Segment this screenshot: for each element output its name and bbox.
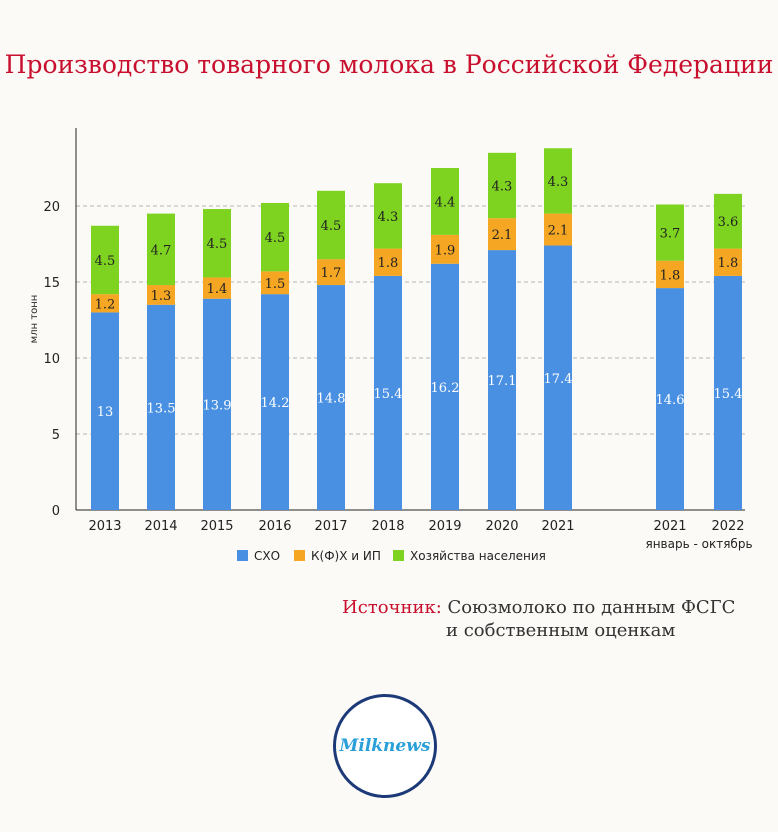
source-label: Источник: <box>342 597 442 618</box>
data-label: 1.5 <box>265 277 286 292</box>
x-tick-label: 2020 <box>485 519 518 534</box>
data-label: 17.1 <box>488 374 517 389</box>
bar-segment <box>374 248 402 276</box>
data-label: 3.6 <box>718 215 739 230</box>
legend-label: СХО <box>254 549 280 563</box>
data-label: 1.7 <box>321 266 342 281</box>
bar-segment <box>203 298 231 510</box>
bar-segment <box>91 225 119 295</box>
logo-text: Milknews <box>339 736 431 756</box>
data-label: 2.1 <box>492 228 513 243</box>
bar-segment <box>714 193 742 249</box>
bar-segment <box>488 218 516 251</box>
legend-swatch <box>237 550 248 561</box>
bar-segment <box>374 275 402 510</box>
data-label: 14.8 <box>317 392 346 407</box>
data-label: 1.4 <box>207 282 228 297</box>
data-label: 1.3 <box>151 289 172 304</box>
x-tick-label: 2016 <box>258 519 291 534</box>
data-label: 3.7 <box>660 227 681 242</box>
data-label: 14.6 <box>656 393 685 408</box>
x-tick-label: 2021 <box>653 519 686 534</box>
bar-segment <box>317 190 345 260</box>
y-tick-label: 15 <box>43 276 60 291</box>
bar-segment <box>714 275 742 510</box>
y-axis-label: млн тонн <box>29 295 40 344</box>
bar-segment <box>431 263 459 510</box>
bar-segment <box>147 304 175 510</box>
data-label: 4.5 <box>265 231 286 246</box>
bar-segment <box>431 168 459 235</box>
x-tick-label: 2017 <box>314 519 347 534</box>
y-tick-label: 20 <box>43 200 60 215</box>
data-label: 13.9 <box>203 398 232 413</box>
data-label: 1.9 <box>435 243 456 258</box>
data-label: 17.4 <box>544 372 573 387</box>
data-label: 13.5 <box>147 401 176 416</box>
x-tick-label: 2019 <box>428 519 461 534</box>
bar-segment <box>317 259 345 286</box>
bar-segment <box>147 213 175 286</box>
bar-segment <box>261 202 289 272</box>
data-label: 4.4 <box>435 195 456 210</box>
bar-segment <box>261 294 289 510</box>
bar-segment <box>488 250 516 510</box>
x-tick-label: 2021 <box>541 519 574 534</box>
bar-segment <box>656 288 684 510</box>
data-label: 15.4 <box>714 387 743 402</box>
data-label: 4.3 <box>492 179 513 194</box>
data-label: 15.4 <box>374 387 403 402</box>
legend-label: К(Ф)Х и ИП <box>311 549 381 563</box>
source-line-2: и собственным оценкам <box>446 620 676 641</box>
data-label: 1.8 <box>718 256 739 271</box>
bar-segment <box>488 152 516 219</box>
bar-segment <box>714 248 742 276</box>
bar-segment <box>544 245 572 510</box>
data-label: 16.2 <box>431 381 460 396</box>
data-label: 1.8 <box>660 268 681 283</box>
group-label: январь - октябрь <box>645 537 752 551</box>
bar-segment <box>261 271 289 295</box>
x-tick-label: 2022 <box>711 519 744 534</box>
y-tick-label: 5 <box>52 428 60 443</box>
data-label: 4.5 <box>207 237 228 252</box>
stacked-bar-chart: 0 5 10 15 20 млн тонн 13 1.2 4.5 2013 13.5 1.3 4.7 20… <box>29 128 753 563</box>
y-tick-label: 10 <box>43 352 60 367</box>
x-tick-label: 2018 <box>371 519 404 534</box>
data-label: 4.3 <box>548 175 569 190</box>
chart-title: Производство товарного молока в Российск… <box>4 50 774 79</box>
source-line-1: Союзмолоко по данным ФСГС <box>447 597 736 618</box>
y-tick-label: 0 <box>52 504 60 519</box>
data-label: 2.1 <box>548 224 569 239</box>
bar-segment <box>91 312 119 510</box>
bar-segment <box>91 294 119 313</box>
bar-segment <box>374 183 402 249</box>
x-tick-label: 2014 <box>144 519 177 534</box>
legend-label: Хозяйства населения <box>410 549 546 563</box>
bar-segment <box>203 209 231 278</box>
bar-segment <box>656 204 684 261</box>
data-label: 4.5 <box>321 219 342 234</box>
legend-swatch <box>393 550 404 561</box>
legend-swatch <box>294 550 305 561</box>
data-label: 4.3 <box>378 210 399 225</box>
x-tick-label: 2015 <box>200 519 233 534</box>
bar-segment <box>431 234 459 264</box>
bar-segment <box>656 260 684 289</box>
data-label: 14.2 <box>261 396 290 411</box>
data-label: 1.2 <box>95 297 116 312</box>
data-label: 4.5 <box>95 254 116 269</box>
bar-segment <box>147 285 175 305</box>
source-note: Источник: Союзмолоко по данным ФСГС и со… <box>342 596 735 642</box>
data-label: 4.7 <box>151 243 172 258</box>
milknews-logo: Milknews <box>333 694 437 798</box>
bar-segment <box>544 213 572 246</box>
data-label: 1.8 <box>378 256 399 271</box>
x-tick-label: 2013 <box>88 519 121 534</box>
bar-segment <box>544 148 572 214</box>
data-label: 13 <box>97 405 114 420</box>
bar-segment <box>317 285 345 510</box>
bar-segment <box>203 277 231 299</box>
